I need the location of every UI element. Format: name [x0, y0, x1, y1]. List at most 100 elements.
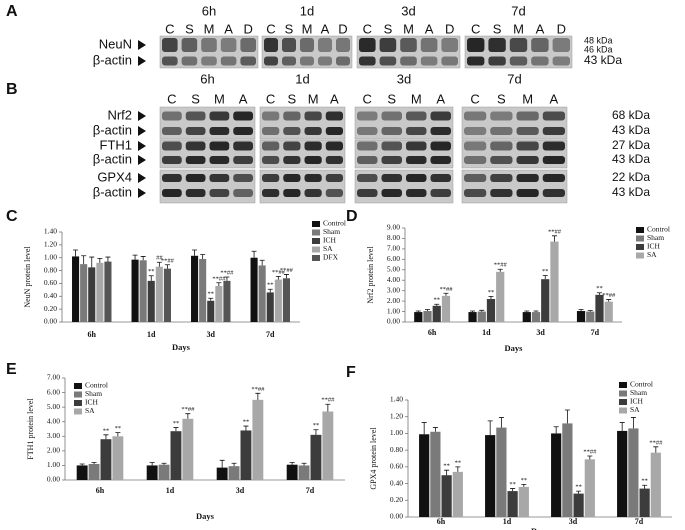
error-bar — [267, 288, 273, 293]
x-tick-label: 1d — [482, 328, 491, 337]
y-tick-label: 5.00 — [387, 264, 400, 273]
error-bar — [224, 276, 230, 281]
blot-band — [264, 56, 278, 66]
blot-band — [357, 141, 378, 151]
bar — [199, 259, 207, 322]
y-tick-label: 1.40 — [44, 227, 57, 236]
bar — [584, 459, 595, 517]
blot-band — [209, 189, 230, 197]
bar — [252, 399, 264, 480]
lane-label: D — [244, 21, 253, 36]
legend-label: Control — [85, 381, 108, 390]
weight-label: 48 kDa — [584, 35, 613, 45]
bar — [496, 427, 507, 517]
lane-label: S — [384, 21, 393, 36]
bar — [155, 266, 163, 322]
panel-letter: F — [346, 364, 356, 381]
blot-band — [464, 141, 487, 151]
time-label: 3d — [401, 3, 415, 18]
error-bar — [498, 417, 504, 428]
significance-label: ** — [488, 289, 495, 296]
blot-band — [381, 189, 402, 197]
panel-letter: E — [6, 361, 17, 378]
bar — [282, 278, 290, 322]
blot-band — [488, 38, 506, 52]
blot-band — [542, 127, 565, 135]
y-tick-label: 0.20 — [390, 495, 403, 504]
legend-label: ICH — [85, 398, 99, 407]
protein-label: FTH1 — [100, 137, 133, 152]
y-tick-label: 1.00 — [390, 428, 403, 437]
significance-label: ** — [115, 425, 122, 432]
bar — [158, 464, 170, 480]
bar — [286, 464, 298, 480]
x-tick-label: 7d — [266, 330, 275, 339]
lane-label: A — [425, 21, 434, 36]
arrowhead — [138, 111, 146, 121]
error-bar — [132, 254, 138, 260]
significance-label: ** — [641, 478, 648, 485]
bar — [88, 267, 96, 322]
y-tick-label: 1.20 — [44, 240, 57, 249]
blot-band — [406, 174, 427, 182]
blot-band — [490, 111, 513, 121]
protein-label: β-actin — [93, 122, 132, 137]
blot-band — [209, 156, 230, 164]
bar — [507, 491, 518, 517]
y-tick-label: 0.60 — [44, 278, 57, 287]
y-tick-label: 6.00 — [387, 254, 400, 263]
error-bar — [479, 309, 485, 312]
panel-letter: C — [6, 208, 18, 225]
lane-label: D — [557, 21, 566, 36]
y-tick-label: 0.20 — [44, 304, 57, 313]
error-bar — [551, 235, 557, 242]
blot-band — [467, 38, 485, 52]
blot-band — [509, 56, 528, 66]
significance-label: **## — [494, 262, 508, 269]
arrowhead — [138, 141, 146, 151]
legend-swatch — [74, 391, 82, 398]
error-bar — [231, 462, 237, 467]
blot-band — [233, 189, 253, 197]
bar — [170, 431, 182, 480]
blot-band — [379, 38, 397, 52]
arrowhead — [138, 188, 146, 198]
blot-band — [283, 141, 301, 151]
x-tick-label: 3d — [569, 517, 578, 526]
y-tick-label: 0.00 — [390, 512, 403, 521]
y-tick-label: 7.00 — [47, 373, 60, 382]
error-bar — [156, 261, 162, 267]
lane-label: C — [165, 21, 174, 36]
legend-swatch — [312, 238, 320, 244]
blot-band — [209, 111, 230, 121]
y-tick-label: 4.00 — [387, 275, 400, 284]
significance-label: **## — [321, 397, 335, 404]
blot-band — [181, 38, 198, 52]
blot-band — [283, 189, 301, 197]
error-bar — [275, 275, 281, 280]
bar — [147, 280, 155, 322]
bar — [298, 465, 310, 480]
significance-label: ** — [243, 419, 250, 426]
protein-label: GPX4 — [97, 169, 132, 184]
significance-label: **## — [181, 406, 195, 413]
blot-band — [304, 156, 322, 164]
error-bar — [576, 490, 582, 494]
y-tick-label: 4.00 — [47, 416, 60, 425]
y-tick-label: 0.00 — [44, 317, 57, 326]
bar — [223, 280, 231, 322]
blot-band — [379, 56, 397, 66]
error-bar — [642, 484, 648, 489]
significance-label: **## — [161, 257, 175, 264]
significance-label: ** — [433, 297, 440, 304]
blot-band — [304, 127, 322, 135]
blot-band — [162, 156, 182, 164]
error-bar — [81, 255, 87, 265]
bar — [452, 471, 463, 517]
error-bar — [488, 296, 494, 300]
lane-label: D — [445, 21, 454, 36]
blot-band — [464, 189, 487, 197]
blot-band — [490, 174, 513, 182]
blot-band — [185, 111, 206, 121]
